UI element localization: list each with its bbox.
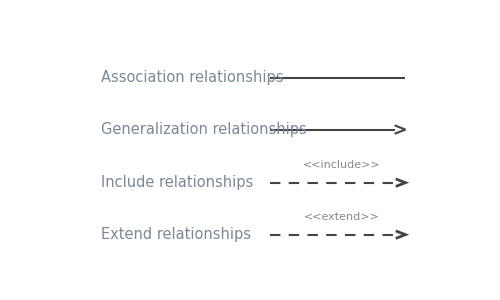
Text: Include relationships: Include relationships — [101, 175, 254, 190]
Text: <<extend>>: <<extend>> — [304, 212, 380, 222]
Text: Association relationships: Association relationships — [101, 70, 284, 85]
Text: Generalization relationships: Generalization relationships — [101, 122, 307, 137]
Text: Extend relationships: Extend relationships — [101, 227, 252, 242]
Text: <<include>>: <<include>> — [302, 160, 380, 170]
